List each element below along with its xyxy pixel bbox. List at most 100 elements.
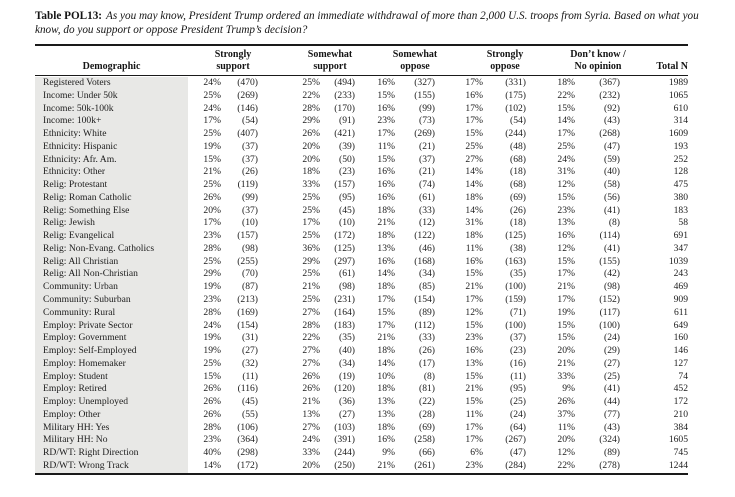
row-demographic-label: Relig: Jewish [35,217,188,231]
percent-cell: 27% [302,306,320,318]
percent-cell: 11% [465,408,483,420]
column-header-line1: Strongly [486,48,524,60]
total-n-cell: 127 [673,357,688,369]
count-cell: (367) [599,77,620,88]
percent-cell: 28% [203,306,221,318]
total-n-cell: 347 [673,242,688,254]
count-cell: (172) [237,459,258,471]
count-cell: (43) [604,421,620,433]
percent-cell: 16% [377,179,395,191]
count-cell: (125) [334,242,355,254]
count-cell: (213) [237,294,258,306]
count-cell: (28) [419,408,435,420]
count-cell: (331) [505,77,526,88]
percent-cell: 18% [377,204,395,216]
percent-cell: 18% [377,421,395,433]
count-cell: (26) [510,204,526,216]
percent-cell: 12% [557,179,575,191]
percent-cell: 28% [302,102,320,114]
percent-cell: 17% [302,217,320,229]
count-cell: (32) [242,357,258,369]
bottom-divider-rule [35,473,688,476]
count-cell: (11) [510,370,526,382]
count-cell: (116) [237,383,258,395]
count-cell: (55) [242,408,258,420]
row-demographic-label: RD/WT: Wrong Track [35,459,188,473]
table-row: Income: 100k+ 17% (54) 29% (91) 23% (73) 17% (54… [35,115,688,129]
table-row: Community: Suburban 23% (213) 25% (231) 17% (1… [35,294,688,307]
percent-cell: 17% [465,77,483,88]
percent-cell: 12% [465,306,483,318]
row-demographic-label: Income: 50k-100k [35,102,188,116]
percent-cell: 18% [377,345,395,357]
percent-cell: 17% [557,294,575,306]
row-demographic-label: Relig: Roman Catholic [35,191,188,205]
percent-cell: 16% [465,89,483,101]
count-cell: (100) [505,319,526,331]
count-cell: (175) [505,89,526,101]
total-n-cell: 172 [673,396,688,408]
column-header-line1: Strongly [214,48,252,60]
percent-cell: 19% [557,306,575,318]
row-demographic-label: Employ: Self-Employed [35,345,188,358]
percent-cell: 22% [557,459,575,471]
percent-cell: 25% [302,294,320,306]
total-n-cell: 1989 [668,77,688,88]
percent-cell: 25% [302,77,320,88]
count-cell: (284) [505,459,526,471]
count-cell: (24) [604,332,620,344]
percent-cell: 36% [302,242,320,254]
count-cell: (70) [242,268,258,280]
count-cell: (61) [419,191,435,203]
table-row: Employ: Government 19% (31) 22% (35) 21% (33) 2… [35,332,688,346]
row-demographic-label: Employ: Government [35,332,188,346]
count-cell: (231) [334,294,355,306]
count-cell: (155) [414,89,435,101]
total-n-cell: 1065 [668,89,688,101]
count-cell: (41) [604,242,620,254]
count-cell: (33) [419,204,435,216]
table-row: Ethnicity: Afr. Am. 15% (37) 20% (50) 15% (37)… [35,153,688,167]
percent-cell: 15% [557,255,575,267]
percent-cell: 25% [203,89,221,101]
percent-cell: 26% [302,128,320,140]
count-cell: (268) [599,128,620,140]
percent-cell: 13% [465,357,483,369]
percent-cell: 21% [203,166,221,178]
count-cell: (278) [599,459,620,471]
total-n-cell: 1039 [668,255,688,267]
percent-cell: 24% [203,102,221,114]
percent-cell: 14% [203,459,221,471]
count-cell: (154) [237,319,258,331]
percent-cell: 20% [302,153,320,165]
count-cell: (98) [339,281,355,293]
count-cell: (112) [414,319,435,331]
total-n-cell: 210 [673,408,688,420]
count-cell: (125) [505,230,526,242]
table-row: Income: Under 50k 25% (269) 22% (233) 15% (155… [35,89,688,103]
count-cell: (172) [334,230,355,242]
percent-cell: 26% [203,383,221,395]
count-cell: (100) [599,319,620,331]
count-cell: (27) [604,357,620,369]
percent-cell: 15% [203,153,221,165]
percent-cell: 20% [557,434,575,446]
count-cell: (494) [334,77,355,88]
count-cell: (250) [334,459,355,471]
percent-cell: 9% [382,447,395,459]
row-demographic-label: RD/WT: Right Direction [35,447,188,460]
percent-cell: 15% [377,153,395,165]
percent-cell: 25% [203,357,221,369]
count-cell: (98) [604,281,620,293]
count-cell: (163) [505,255,526,267]
percent-cell: 18% [465,191,483,203]
table-row: Community: Urban 19% (87) 21% (98) 18% (85) 21%… [35,281,688,295]
count-cell: (269) [414,128,435,140]
percent-cell: 22% [302,332,320,344]
total-n-cell: 160 [673,332,688,344]
percent-cell: 13% [557,217,575,229]
count-cell: (122) [414,230,435,242]
column-header-line2: support [313,61,347,73]
percent-cell: 16% [377,434,395,446]
count-cell: (12) [419,217,435,229]
